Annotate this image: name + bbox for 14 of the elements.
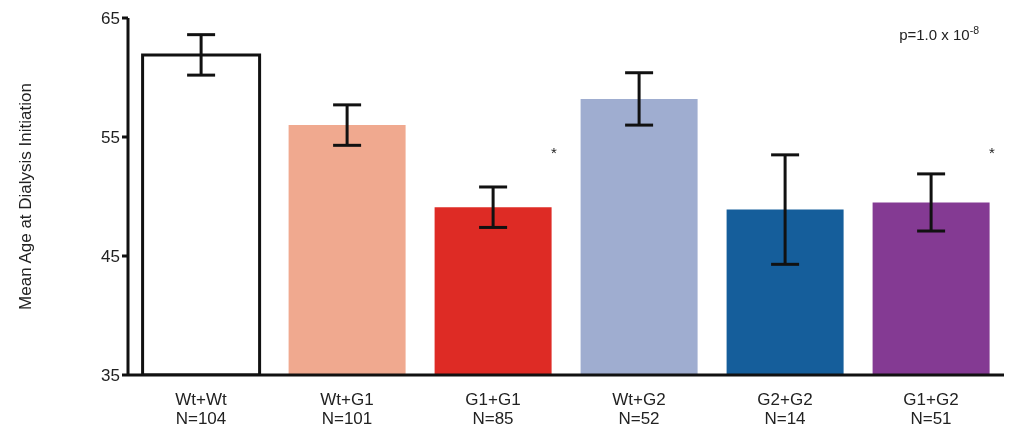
annotation: *	[989, 144, 996, 161]
x-tick-label: G1+G2 N=51	[903, 389, 959, 429]
x-tick-label: Wt+G1 N=101	[320, 389, 374, 429]
y-tick-label: 35	[101, 366, 120, 386]
annotation: p=1.0 x 10$^{-8}$	[899, 24, 980, 43]
x-tick-label: Wt+G2 N=52	[612, 389, 666, 429]
x-tick-label: Wt+Wt N=104	[175, 389, 228, 429]
annotation: *	[551, 144, 558, 161]
y-tick-label: 45	[101, 247, 120, 267]
y-tick-label: 55	[101, 128, 120, 148]
y-axis-title: Mean Age at Dialysis Initiation	[16, 83, 36, 310]
x-tick-label: G1+G1 N=85	[465, 389, 521, 429]
x-tick-label: G2+G2 N=14	[757, 389, 813, 429]
y-tick-label: 65	[101, 9, 120, 29]
